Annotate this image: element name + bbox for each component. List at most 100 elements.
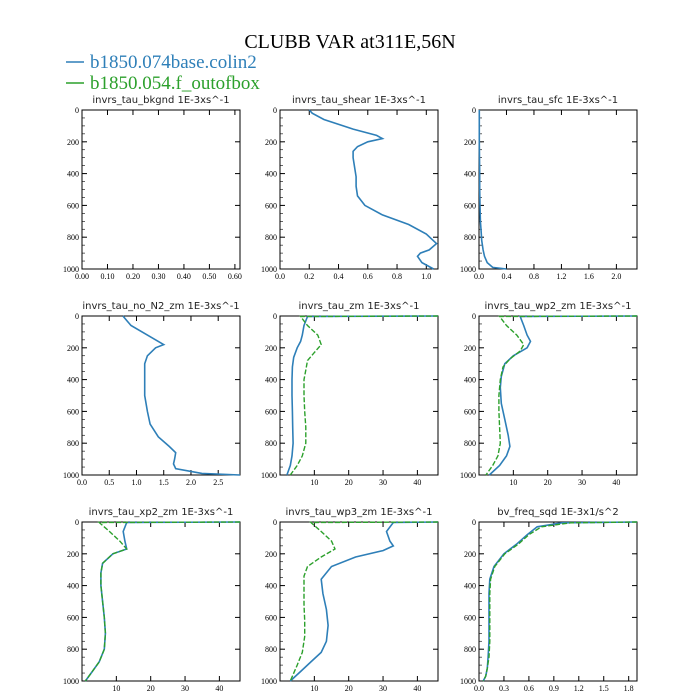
- x-tick-label: 20: [544, 478, 552, 487]
- x-tick-label: 0.6: [524, 684, 534, 693]
- y-tick-label: 800: [67, 645, 79, 654]
- y-tick-label: 600: [265, 201, 277, 210]
- figure-title: CLUBB VAR at311E,56N: [244, 31, 455, 53]
- x-tick-label: 0.4: [501, 272, 511, 281]
- y-tick-label: 600: [265, 407, 277, 416]
- panel-5: invrs_tau_zm 1E-3xs^-1 0 200 400 600 800 1000 1…: [261, 301, 439, 487]
- y-tick-label: 800: [265, 233, 277, 242]
- x-tick-label: 1.0: [421, 272, 431, 281]
- y-tick-label: 1000: [261, 677, 277, 686]
- panel-8: invrs_tau_wp3_zm 1E-3xs^-1 0 200 400 600 800 1…: [261, 507, 439, 693]
- panel-title: invrs_tau_wp3_zm 1E-3xs^-1: [286, 507, 433, 518]
- plot-frame: [279, 109, 439, 270]
- series-line-1: [84, 521, 241, 682]
- series-line-1: [286, 315, 439, 476]
- y-tick-label: 0: [273, 518, 277, 527]
- panel-title: invrs_tau_wp2_zm 1E-3xs^-1: [485, 301, 632, 312]
- y-tick-label: 200: [464, 550, 476, 559]
- y-tick-label: 600: [67, 407, 79, 416]
- y-tick-label: 400: [67, 582, 79, 591]
- y-tick-label: 600: [67, 613, 79, 622]
- panel-title: invrs_tau_shear 1E-3xs^-1: [292, 95, 426, 106]
- y-tick-label: 600: [464, 201, 476, 210]
- series-line-2: [482, 521, 638, 682]
- y-tick-label: 800: [265, 439, 277, 448]
- y-tick-label: 1000: [63, 677, 79, 686]
- y-tick-label: 800: [464, 233, 476, 242]
- x-tick-label: 10: [112, 684, 120, 693]
- y-tick-label: 400: [67, 376, 79, 385]
- panel-title: invrs_tau_bkgnd 1E-3xs^-1: [92, 95, 229, 106]
- y-tick-label: 800: [67, 233, 79, 242]
- plot-frame: [478, 521, 638, 682]
- x-tick-label: 1.8: [624, 684, 634, 693]
- y-tick-label: 0: [75, 106, 79, 115]
- y-tick-label: 400: [464, 170, 476, 179]
- legend: b1850.074base.colin2 b1850.054.f_outofbo…: [66, 52, 260, 94]
- y-tick-label: 0: [472, 312, 476, 321]
- y-tick-label: 800: [265, 645, 277, 654]
- y-tick-label: 400: [265, 170, 277, 179]
- x-tick-label: 40: [215, 684, 223, 693]
- x-tick-label: 0.20: [126, 272, 140, 281]
- y-tick-label: 400: [265, 376, 277, 385]
- x-tick-label: 1.2: [574, 684, 584, 693]
- x-tick-label: 0.0: [474, 272, 484, 281]
- y-tick-label: 1000: [63, 471, 79, 480]
- panel-title: invrs_tau_no_N2_zm 1E-3xs^-1: [82, 301, 239, 312]
- y-tick-label: 200: [265, 344, 277, 353]
- plot-frame: [279, 315, 439, 476]
- panel-7: invrs_tau_xp2_zm 1E-3xs^-1 0 200 400 600 800 1…: [63, 507, 241, 693]
- y-tick-label: 600: [464, 407, 476, 416]
- legend-label-series-1: b1850.074base.colin2: [90, 52, 257, 73]
- x-tick-label: 0.3: [499, 684, 509, 693]
- series-line-1: [478, 110, 507, 270]
- panel-title: bv_freq_sqd 1E-3x1/s^2: [497, 507, 619, 518]
- plot-frame: [81, 109, 241, 270]
- series-line-2: [289, 315, 439, 476]
- plot-frame: [81, 521, 241, 682]
- panel-title: invrs_tau_zm 1E-3xs^-1: [298, 301, 419, 312]
- x-tick-label: 0.60: [228, 272, 242, 281]
- panel-4: invrs_tau_no_N2_zm 1E-3xs^-10 200 400 600 80…: [63, 301, 241, 487]
- x-tick-label: 1.5: [159, 478, 169, 487]
- x-tick-label: 10: [310, 684, 318, 693]
- x-tick-label: 40: [413, 478, 421, 487]
- series-line-1: [289, 521, 439, 682]
- x-tick-label: 2.0: [186, 478, 196, 487]
- panels: invrs_tau_bkgnd 1E-3xs^-1020040060080010…: [63, 95, 638, 693]
- x-tick-label: 1.6: [584, 272, 594, 281]
- y-tick-label: 0: [273, 312, 277, 321]
- y-tick-label: 800: [464, 645, 476, 654]
- y-tick-label: 0: [472, 518, 476, 527]
- series-line-2: [289, 521, 439, 682]
- y-tick-label: 400: [265, 582, 277, 591]
- y-tick-label: 1000: [460, 677, 476, 686]
- x-tick-label: 2.5: [213, 478, 223, 487]
- x-tick-label: 0.10: [100, 272, 114, 281]
- panel-9: bv_freq_sqd 1E-3x1/s^2020040060080010000…: [460, 507, 638, 693]
- y-tick-label: 600: [265, 613, 277, 622]
- panel-title: invrs_tau_xp2_zm 1E-3xs^-1: [89, 507, 234, 518]
- y-tick-label: 0: [273, 106, 277, 115]
- x-tick-label: 0.4: [334, 272, 344, 281]
- x-tick-label: 30: [578, 478, 586, 487]
- y-tick-label: 0: [75, 312, 79, 321]
- y-tick-label: 1000: [261, 265, 277, 274]
- x-tick-label: 1.2: [556, 272, 566, 281]
- y-tick-label: 800: [67, 439, 79, 448]
- legend-label-series-2: b1850.054.f_outofbox: [90, 73, 260, 94]
- x-tick-label: 10: [310, 478, 318, 487]
- x-tick-label: 0.50: [202, 272, 216, 281]
- series-line-2: [84, 521, 241, 682]
- panel-1: invrs_tau_bkgnd 1E-3xs^-1 0 200 400 600 800 10…: [63, 95, 242, 281]
- x-tick-label: 0.30: [151, 272, 165, 281]
- x-tick-label: 0.0: [275, 272, 285, 281]
- series-line-1: [122, 315, 241, 476]
- x-tick-label: 0.00: [75, 272, 89, 281]
- y-tick-label: 1000: [63, 265, 79, 274]
- plot-frame: [478, 109, 638, 270]
- y-tick-label: 200: [67, 138, 79, 147]
- series-line-1: [482, 521, 638, 682]
